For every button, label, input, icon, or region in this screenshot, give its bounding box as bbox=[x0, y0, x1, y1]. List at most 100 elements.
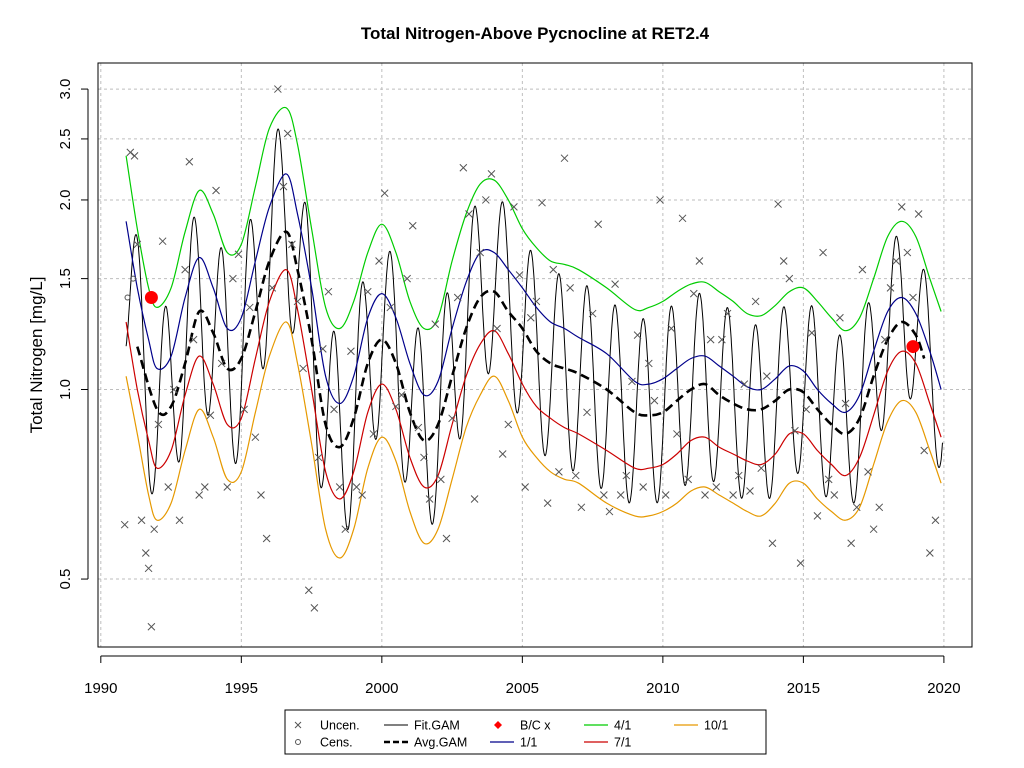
grid bbox=[98, 63, 972, 647]
uncensored-point bbox=[352, 483, 361, 491]
uncensored-point bbox=[605, 507, 614, 516]
uncensored-point bbox=[521, 483, 530, 491]
quantile-10-1-line bbox=[125, 321, 942, 559]
uncensored-point bbox=[751, 297, 760, 306]
uncensored-point bbox=[137, 516, 146, 525]
legend-label: Fit.GAM bbox=[414, 719, 460, 733]
uncensored-point bbox=[392, 402, 400, 411]
uncensored-point bbox=[330, 405, 338, 414]
legend-label: B/C x bbox=[520, 719, 551, 733]
uncensored-point bbox=[768, 539, 777, 548]
y-axis: 0.5 1.0 1.5 2.0 2.5 3.0 bbox=[57, 79, 89, 589]
uncensored-point bbox=[380, 189, 389, 198]
uncensored-point bbox=[141, 549, 150, 557]
uncensored-point bbox=[875, 503, 884, 512]
legend-item: Fit.GAM bbox=[384, 719, 460, 733]
uncensored-point bbox=[299, 364, 308, 373]
uncensored-point bbox=[847, 539, 856, 548]
uncensored-point bbox=[824, 475, 833, 484]
uncensored-point bbox=[774, 200, 782, 208]
quantile-1-1-line bbox=[125, 173, 942, 414]
uncensored-point bbox=[841, 399, 850, 408]
uncensored-point bbox=[310, 604, 319, 612]
censored-point bbox=[124, 294, 131, 301]
uncensored-point bbox=[288, 240, 296, 249]
legend-label: Cens. bbox=[320, 736, 353, 750]
uncensored-point bbox=[130, 151, 139, 160]
uncensored-point bbox=[408, 221, 417, 230]
uncensored-point bbox=[335, 483, 344, 491]
uncensored-point bbox=[200, 483, 209, 491]
uncensored-point bbox=[274, 85, 282, 93]
x-tick-label: 2005 bbox=[506, 680, 539, 697]
uncensored-point bbox=[830, 491, 839, 499]
uncensored-point bbox=[195, 491, 204, 499]
uncensored-point bbox=[245, 303, 254, 312]
y-tick-label: 2.0 bbox=[57, 190, 74, 211]
y-tick-label: 2.5 bbox=[57, 128, 74, 149]
uncensored-point bbox=[897, 203, 906, 211]
uncensored-point bbox=[633, 331, 642, 339]
uncensored-point bbox=[886, 284, 895, 292]
uncensored-point bbox=[543, 499, 552, 507]
y-tick-label: 3.0 bbox=[57, 79, 74, 100]
uncensored-point bbox=[673, 430, 681, 438]
uncensored-point bbox=[712, 483, 721, 491]
uncensored-point bbox=[526, 313, 535, 322]
legend-label: 1/1 bbox=[520, 736, 537, 750]
avg-gam-line bbox=[136, 230, 926, 449]
uncensored-point bbox=[807, 329, 816, 337]
uncensored-point bbox=[740, 380, 749, 388]
uncensored-point bbox=[510, 203, 518, 211]
uncensored-point bbox=[577, 503, 586, 512]
legend-label: Uncen. bbox=[320, 719, 360, 733]
uncensored-point bbox=[304, 586, 313, 595]
uncensored-point bbox=[487, 170, 496, 178]
quantile-4-1-line bbox=[125, 106, 942, 332]
uncensored-point bbox=[858, 265, 867, 274]
uncensored-point bbox=[279, 182, 288, 191]
uncensored-point bbox=[375, 257, 383, 265]
uncensored-point bbox=[470, 495, 479, 503]
uncensored-point bbox=[723, 309, 732, 318]
y-tick-label: 1.0 bbox=[57, 379, 74, 400]
uncensored-point bbox=[667, 324, 676, 333]
uncensored-point bbox=[611, 280, 619, 288]
y-tick-label: 1.5 bbox=[57, 268, 74, 289]
uncensored-point bbox=[262, 534, 271, 543]
uncensored-point bbox=[257, 491, 265, 499]
uncensored-point bbox=[836, 313, 844, 322]
uncensored-point bbox=[358, 491, 367, 499]
uncensored-point bbox=[869, 525, 878, 534]
uncensored-point bbox=[791, 426, 799, 435]
uncensored-point bbox=[689, 289, 698, 298]
uncensored-point bbox=[785, 274, 794, 283]
uncensored-point bbox=[656, 196, 664, 204]
uncensored-point bbox=[158, 237, 167, 246]
uncensored-point bbox=[616, 491, 625, 499]
uncensored-point bbox=[594, 220, 603, 229]
uncensored-point bbox=[852, 503, 861, 512]
uncensored-point bbox=[175, 516, 184, 525]
x-tick-label: 2010 bbox=[646, 680, 679, 697]
uncensored-point bbox=[498, 450, 507, 458]
legend-item: Uncen. bbox=[294, 719, 360, 733]
uncensored-point bbox=[314, 453, 323, 462]
uncensored-point bbox=[150, 525, 159, 534]
uncensored-point bbox=[223, 483, 232, 491]
uncensored-point bbox=[515, 271, 524, 279]
uncensored-point bbox=[189, 335, 198, 344]
legend-item: Avg.GAM bbox=[384, 736, 467, 750]
uncensored-point bbox=[695, 257, 704, 265]
uncensored-point bbox=[283, 129, 292, 138]
uncensored-point bbox=[583, 408, 591, 417]
quantile-7-1-line bbox=[125, 269, 942, 500]
uncensored-point bbox=[684, 475, 693, 484]
uncensored-point bbox=[185, 157, 194, 166]
uncensored-point bbox=[729, 491, 737, 499]
uncensored-point bbox=[644, 359, 653, 368]
uncensored-point bbox=[925, 549, 934, 557]
uncensored-point bbox=[448, 414, 456, 423]
x-tick-label: 2015 bbox=[787, 680, 820, 697]
x-axis: 1990 1995 2000 2005 2010 2015 2020 bbox=[84, 655, 961, 697]
